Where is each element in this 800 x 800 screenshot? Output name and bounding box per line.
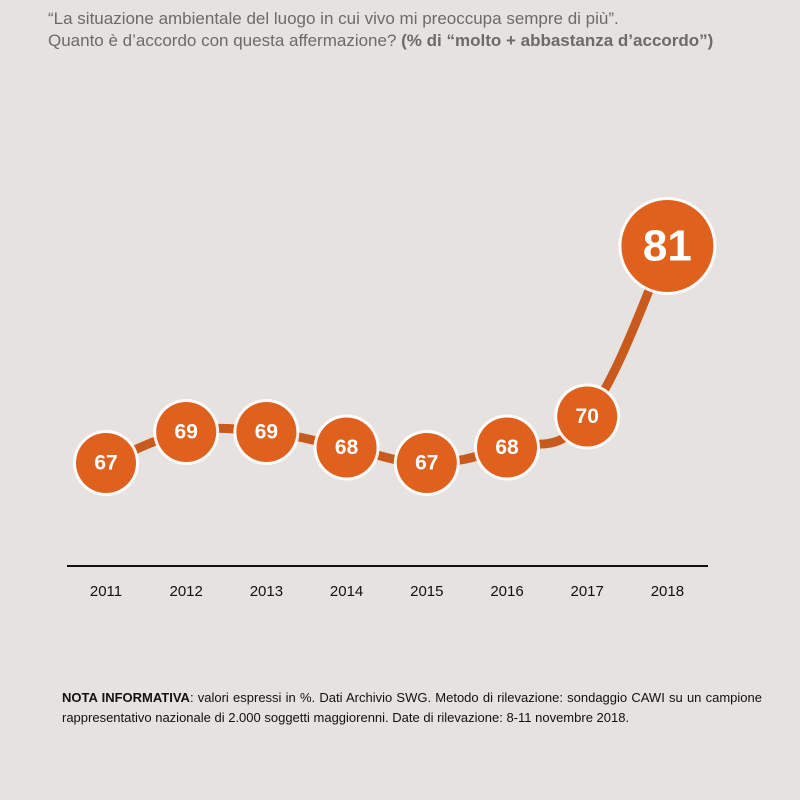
data-point: [396, 433, 457, 493]
data-point: [76, 433, 136, 493]
data-point: [557, 386, 618, 447]
data-label: 67: [415, 452, 438, 475]
data-label: 81: [643, 222, 692, 271]
chart-title: “La situazione ambientale del luogo in c…: [48, 8, 768, 52]
info-note-label: NOTA INFORMATIVA: [62, 690, 190, 705]
data-point: [236, 402, 297, 462]
data-point: [316, 417, 377, 478]
data-point: [477, 417, 537, 478]
info-note-text: : valori espressi in %. Dati Archivio SW…: [62, 690, 762, 725]
x-tick-label: 2011: [90, 583, 122, 600]
title-line-2-bold: (% di “molto + abbastanza d’accordo”): [401, 31, 714, 50]
data-label: 69: [255, 421, 278, 444]
data-point: [621, 200, 714, 292]
data-label: 68: [495, 436, 519, 459]
x-tick-label: 2018: [651, 583, 684, 600]
x-tick-label: 2017: [571, 583, 604, 600]
x-tick-label: 2014: [330, 583, 363, 600]
x-tick-label: 2012: [170, 583, 203, 600]
line-chart: 2011 2012 2013 2014 2015 2016 2017 2018 67 69 69 68…: [67, 197, 717, 600]
data-point: [156, 402, 217, 462]
title-line-1: “La situazione ambientale del luogo in c…: [48, 9, 619, 28]
x-tick-label: 2013: [250, 583, 283, 600]
data-label: 69: [175, 421, 198, 444]
title-line-2: Quanto è d’accordo con questa affermazio…: [48, 30, 768, 52]
x-tick-label: 2016: [490, 583, 523, 600]
data-label: 68: [335, 436, 359, 459]
data-label: 67: [94, 452, 117, 475]
info-note: NOTA INFORMATIVA: valori espressi in %. …: [62, 688, 762, 728]
title-line-2-plain: Quanto è d’accordo con questa affermazio…: [48, 31, 402, 50]
data-label: 70: [576, 405, 599, 428]
x-tick-label: 2015: [410, 583, 443, 600]
